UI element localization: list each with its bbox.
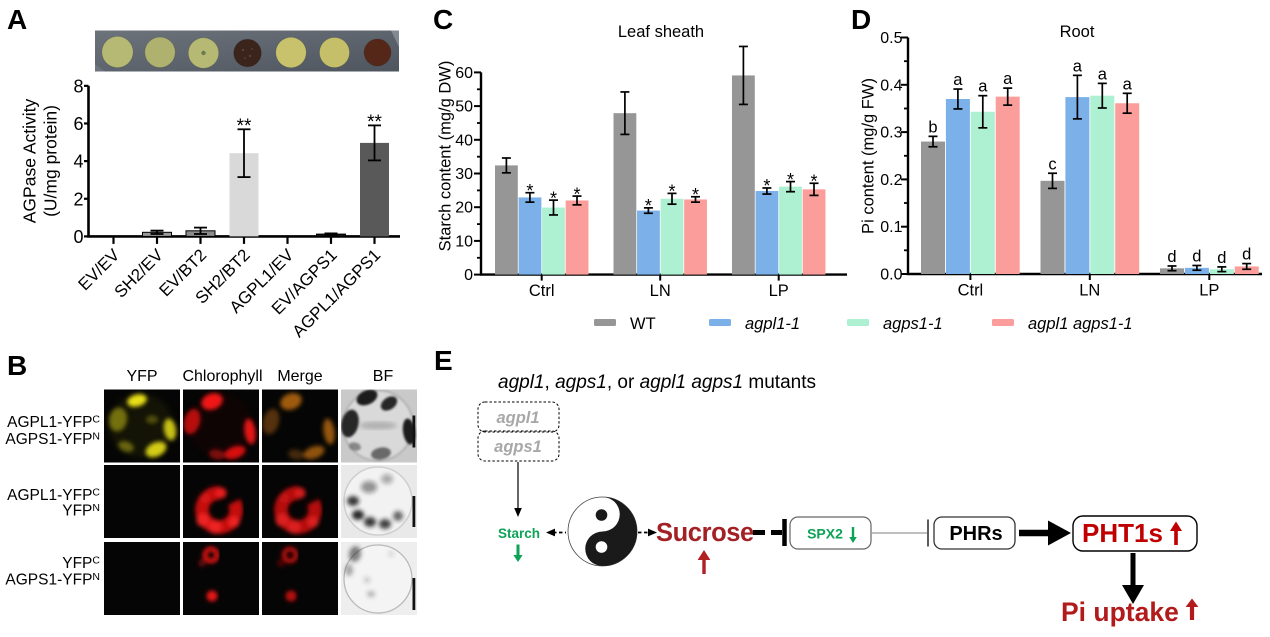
svg-text:*: * [573, 184, 580, 204]
svg-text:(U/mg protein): (U/mg protein) [41, 105, 61, 217]
svg-text:30: 30 [455, 166, 473, 183]
svg-text:YFPC: YFPC [62, 555, 100, 573]
svg-text:BF: BF [373, 368, 394, 385]
svg-text:0: 0 [73, 227, 83, 247]
svg-text:WT: WT [630, 315, 656, 333]
svg-text:0: 0 [464, 267, 473, 284]
svg-text:*: * [787, 170, 794, 190]
svg-text:2: 2 [73, 189, 83, 209]
svg-text:a: a [978, 78, 988, 96]
svg-text:SPX2: SPX2 [807, 526, 843, 542]
svg-text:8: 8 [73, 76, 83, 96]
svg-text:*: * [550, 188, 557, 208]
svg-text:*: * [645, 196, 652, 216]
svg-text:10: 10 [455, 233, 473, 250]
svg-text:40: 40 [455, 132, 473, 149]
svg-text:AGPS1-YFPN: AGPS1-YFPN [5, 571, 100, 589]
svg-text:a: a [1073, 57, 1083, 75]
svg-text:D: D [851, 4, 871, 35]
svg-text:AGPL1-YFPC: AGPL1-YFPC [7, 414, 100, 432]
svg-text:YFPN: YFPN [62, 502, 100, 520]
svg-text:LP: LP [1199, 282, 1219, 300]
svg-text:Ctrl: Ctrl [529, 282, 555, 300]
svg-text:Leaf sheath: Leaf sheath [618, 23, 704, 41]
svg-text:SH2/EV: SH2/EV [111, 245, 168, 302]
svg-text:**: ** [367, 112, 382, 133]
svg-text:AGPS1-YFPN: AGPS1-YFPN [5, 431, 100, 449]
svg-text:agpl1, agps1, or agpl1 agps1 m: agpl1, agps1, or agpl1 agps1 mutants [498, 372, 816, 393]
svg-text:0.5: 0.5 [880, 30, 902, 47]
svg-text:Starch: Starch [498, 526, 540, 541]
svg-text:agpl1-1: agpl1-1 [745, 315, 800, 333]
svg-text:Chlorophyll: Chlorophyll [182, 368, 262, 385]
svg-text:Starch content (mg/g DW): Starch content (mg/g DW) [437, 61, 455, 252]
svg-text:50: 50 [455, 99, 473, 116]
svg-text:d: d [1192, 248, 1201, 266]
svg-text:PHRs: PHRs [949, 523, 1002, 545]
svg-text:0.0: 0.0 [880, 267, 902, 284]
svg-text:LN: LN [650, 282, 671, 300]
svg-text:20: 20 [455, 200, 473, 217]
svg-text:60: 60 [455, 65, 473, 82]
svg-text:B: B [7, 350, 27, 381]
svg-text:0.2: 0.2 [880, 172, 902, 189]
svg-text:agpl1 agps1-1: agpl1 agps1-1 [1028, 315, 1133, 333]
svg-text:**: ** [237, 116, 252, 137]
svg-text:Root: Root [1060, 23, 1095, 41]
svg-text:AGPase Activity: AGPase Activity [20, 99, 40, 224]
svg-text:0.3: 0.3 [880, 125, 902, 142]
svg-text:AGPL1-YFPC: AGPL1-YFPC [7, 487, 100, 505]
svg-text:Sucrose: Sucrose [656, 519, 754, 547]
svg-text:YFP: YFP [126, 368, 157, 385]
svg-text:*: * [810, 172, 817, 192]
svg-text:d: d [1217, 249, 1226, 267]
svg-text:a: a [953, 71, 963, 89]
svg-text:agps1: agps1 [494, 438, 542, 456]
svg-text:Ctrl: Ctrl [958, 282, 984, 300]
svg-text:Merge: Merge [277, 368, 322, 385]
svg-text:LP: LP [769, 282, 789, 300]
svg-text:E: E [434, 345, 453, 376]
svg-text:d: d [1167, 248, 1176, 266]
svg-text:b: b [928, 118, 937, 136]
svg-text:6: 6 [73, 114, 83, 134]
svg-text:Pi content (mg/g FW): Pi content (mg/g FW) [860, 78, 878, 234]
svg-text:0.4: 0.4 [880, 77, 902, 94]
svg-text:C: C [433, 4, 453, 35]
svg-text:a: a [1098, 65, 1108, 83]
svg-text:*: * [526, 181, 533, 201]
svg-text:*: * [668, 182, 675, 202]
svg-text:a: a [1003, 70, 1013, 88]
svg-text:agpl1: agpl1 [496, 409, 539, 427]
svg-text:LN: LN [1079, 282, 1100, 300]
svg-text:a: a [1123, 75, 1133, 93]
svg-text:d: d [1242, 246, 1251, 264]
svg-text:c: c [1048, 155, 1056, 173]
svg-text:A: A [7, 4, 27, 35]
svg-text:agps1-1: agps1-1 [883, 315, 943, 333]
svg-text:Pi uptake: Pi uptake [1061, 597, 1179, 627]
svg-text:4: 4 [73, 152, 83, 172]
svg-text:*: * [763, 176, 770, 196]
svg-text:*: * [692, 185, 699, 205]
svg-text:0.1: 0.1 [880, 219, 902, 236]
svg-text:PHT1s: PHT1s [1082, 518, 1163, 548]
